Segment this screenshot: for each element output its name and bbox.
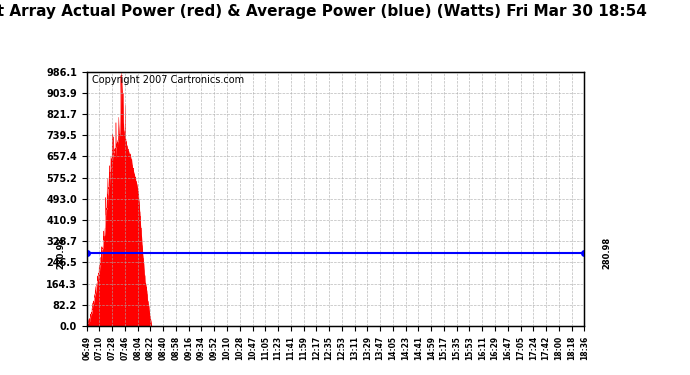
Text: West Array Actual Power (red) & Average Power (blue) (Watts) Fri Mar 30 18:54: West Array Actual Power (red) & Average … <box>0 4 647 19</box>
Text: Copyright 2007 Cartronics.com: Copyright 2007 Cartronics.com <box>92 75 244 86</box>
Text: 280.98: 280.98 <box>57 237 66 270</box>
Text: 280.98: 280.98 <box>602 237 611 270</box>
